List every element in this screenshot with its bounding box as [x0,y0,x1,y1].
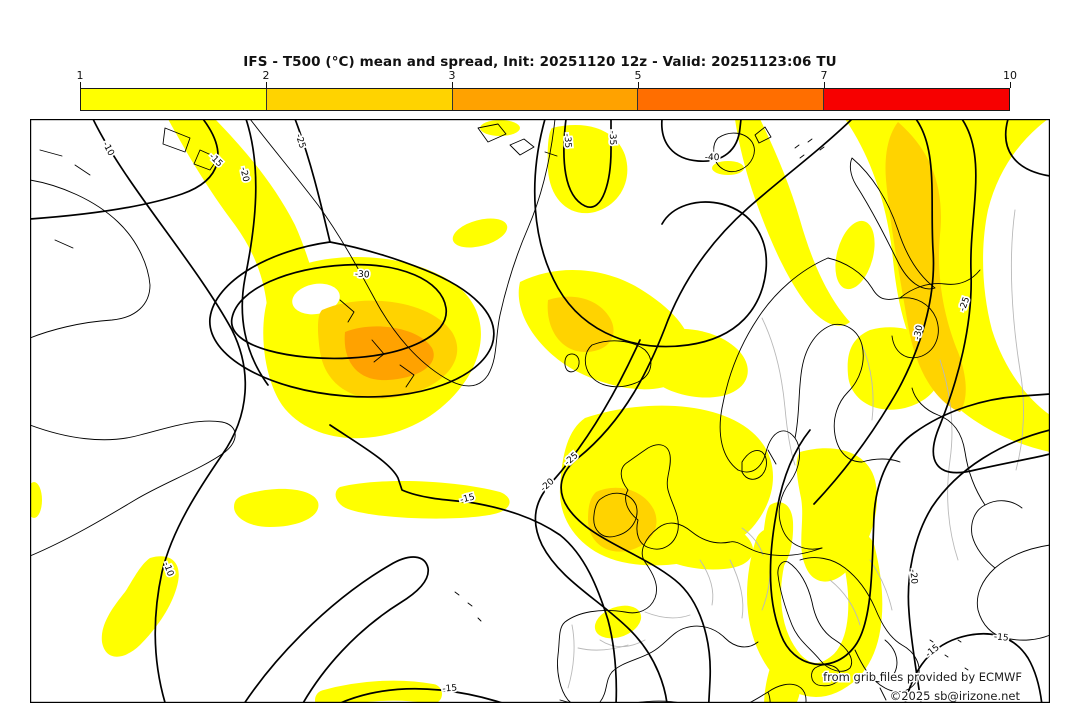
colorbar-tick-label: 2 [262,69,270,82]
colorbar-segment [823,89,1009,110]
contour-lines [30,119,1050,703]
colorbar-tickmark [80,82,81,88]
colorbar-tickmark [1010,82,1011,88]
contour-label: -15 [993,632,1009,643]
contour-label: -15 [442,683,458,694]
weather-map: -10-15-20-25-30-35 -35-40-25-20-15-10-15-… [30,119,1050,703]
colorbar-segment [265,89,452,110]
colorbar-tickmark [824,82,825,88]
chart-title: IFS - T500 (°C) mean and spread, Init: 2… [243,54,837,70]
colorbar-segment [81,89,266,110]
colorbar-tick-label: 3 [448,69,456,82]
colorbar-tickmark [266,82,267,88]
contour-label: -25 [958,296,972,313]
contour-label: -25 [293,133,307,150]
spread-shading-mid [317,122,966,552]
contour-label-layer: -10-15-20-25-30-35 -35-40-25-20-15-10-15-… [98,129,1011,697]
map-frame [30,119,1050,703]
colorbar-tickmark [452,82,453,88]
colorbar-bar [80,88,1010,111]
colorbar-area: 1 2 3 5 7 10 [0,0,1080,119]
colorbar-tick-label: 5 [634,69,642,82]
contour-label: -35 [561,133,572,148]
colorbar-tick-label: 7 [820,69,828,82]
contour-label: -30 [354,270,370,281]
colorbar-tick-label: 10 [1003,69,1017,82]
attribution-copyright: ©2025 sb@irizone.net [890,689,1021,703]
contour-label: -40 [705,153,720,164]
attribution-source: from grib files provided by ECMWF [823,670,1022,684]
coastlines [30,119,1050,703]
colorbar-tickmark [638,82,639,88]
spread-gap [292,283,340,315]
contour-label: -35 [607,130,618,145]
contour-label: -20 [907,569,919,585]
colorbar-segment [451,89,638,110]
colorbar-tick-label: 1 [76,69,84,82]
colorbar-segment [637,89,824,110]
